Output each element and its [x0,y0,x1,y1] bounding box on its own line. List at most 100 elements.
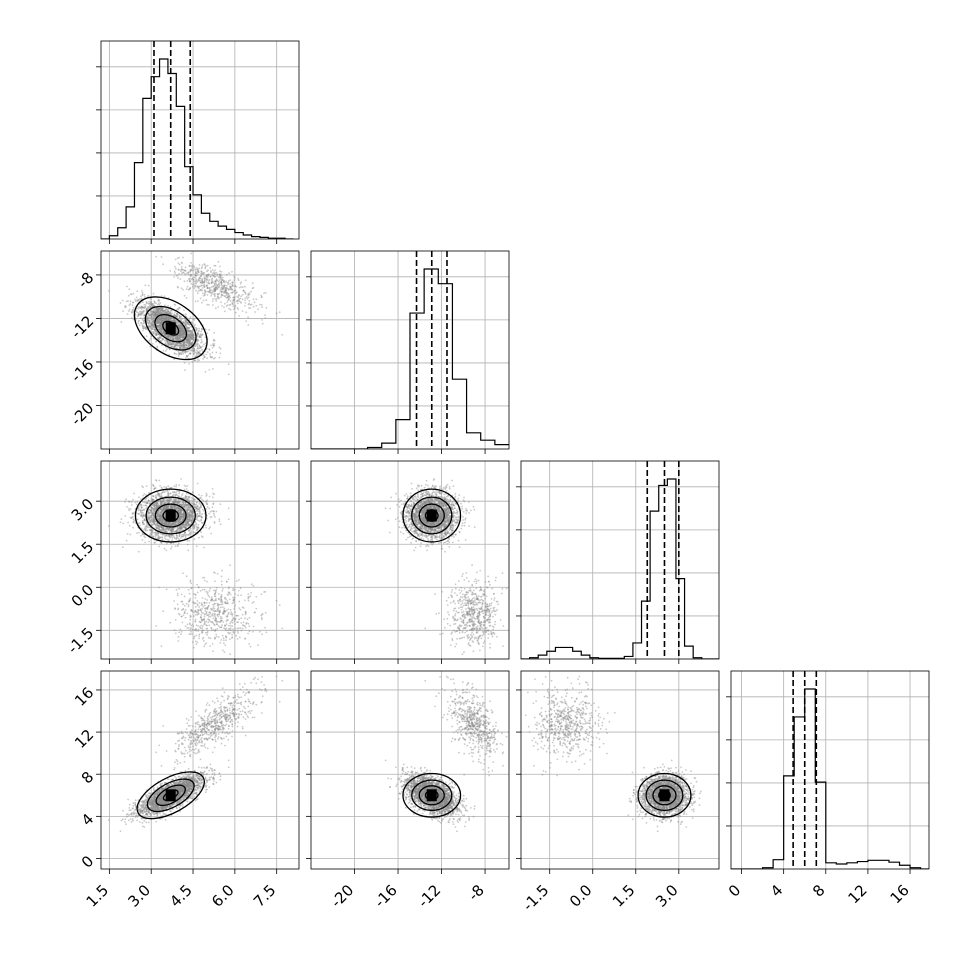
data-point [178,326,181,329]
data-point [182,335,184,338]
data-point [215,286,217,289]
data-point [160,526,163,529]
data-point [158,321,160,324]
data-point [189,341,192,344]
data-point [213,293,216,296]
data-point [166,523,169,525]
data-point [151,343,154,345]
data-point [165,316,168,318]
data-point [167,343,170,346]
data-point [182,320,185,323]
data-point [168,524,171,526]
data-point [160,541,163,544]
data-point [143,327,145,330]
data-point [182,511,185,514]
data-point [167,336,170,339]
data-point [174,335,176,338]
data-point [137,314,140,316]
data-point [167,497,170,500]
data-point [218,292,221,295]
data-point [211,277,214,280]
data-point [184,322,186,325]
data-point [148,323,150,326]
data-point [147,317,150,319]
data-point [164,335,167,337]
data-point [165,522,168,525]
data-point [149,325,152,327]
data-point [193,349,196,352]
data-point [203,271,206,274]
data-point [226,292,228,294]
data-point [161,309,164,311]
data-point [176,339,179,342]
data-point [191,331,194,334]
data-point [241,613,244,616]
data-point [158,324,161,326]
data-point [148,319,151,322]
data-point [143,317,146,319]
data-point [160,309,163,312]
data-point [176,315,179,318]
data-point [165,501,168,504]
density-contour [144,305,197,351]
data-point [166,246,168,248]
data-point [193,347,196,350]
data-point [161,309,163,312]
data-point [191,332,194,335]
data-point [184,269,186,272]
data-point [182,327,184,330]
data-point [197,270,199,273]
data-point [181,494,183,497]
data-point [162,315,165,317]
data-point [180,325,182,328]
data-point [187,506,190,508]
data-point [172,339,175,341]
data-point [249,303,252,306]
data-point [189,618,192,621]
data-point [180,316,183,318]
data-point [202,354,205,357]
data-point [154,313,156,316]
data-point [179,327,182,329]
data-point [248,293,251,296]
data-point [209,645,211,647]
data-point [163,325,166,328]
data-point [183,269,186,272]
data-point [186,272,189,275]
data-point [186,321,189,324]
data-point [173,505,176,508]
data-point [192,318,195,321]
data-point [195,272,197,274]
data-point [151,312,154,314]
data-point [166,335,169,338]
data-point [180,330,183,332]
data-point [251,287,254,290]
data-point [155,506,158,509]
data-point [160,311,162,314]
data-point [182,515,184,517]
data-point [212,503,215,506]
data-point [218,356,221,359]
data-point [180,332,183,335]
data-point [186,337,189,340]
data-point [156,325,159,328]
data-point [196,292,199,295]
data-point [173,319,176,322]
data-point [238,298,241,301]
data-point [185,344,188,347]
data-point [156,346,159,349]
data-point [156,326,159,328]
data-point [206,270,208,273]
data-point [161,321,164,324]
data-point [181,347,184,350]
data-point [225,284,228,287]
data-point [158,516,160,518]
data-point [152,305,155,307]
data-point [167,335,170,338]
data-point [158,479,161,482]
data-point [156,321,158,324]
data-point [207,280,210,282]
data-point [187,605,190,608]
data-point [232,308,235,311]
data-point [155,507,158,510]
